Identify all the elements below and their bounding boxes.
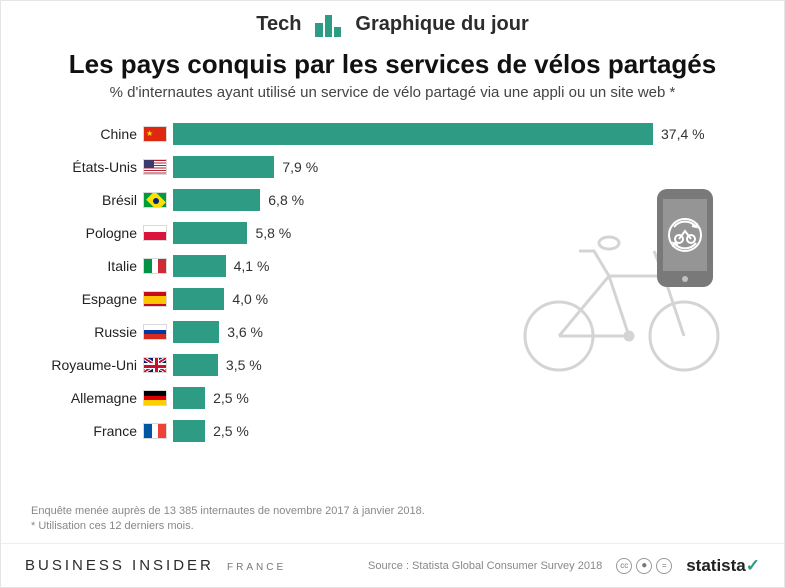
flag-icon <box>143 291 167 307</box>
bar-wrap: 6,8 % <box>173 189 754 211</box>
bar <box>173 387 205 409</box>
flag-icon <box>143 324 167 340</box>
header-bar: Tech Graphique du jour <box>1 1 784 43</box>
value-label: 7,9 % <box>282 159 318 175</box>
bar-wrap: 7,9 % <box>173 156 754 178</box>
bar <box>173 156 274 178</box>
chart-subtitle: % d'internautes ayant utilisé un service… <box>1 82 784 119</box>
flag-icon <box>143 357 167 373</box>
chart-title: Les pays conquis par les services de vél… <box>1 43 784 82</box>
bar <box>173 354 218 376</box>
flag-icon <box>143 159 167 175</box>
bar <box>173 288 224 310</box>
value-label: 3,5 % <box>226 357 262 373</box>
cc-icons: cc ● = <box>616 558 672 574</box>
country-label: Chine <box>31 126 143 142</box>
country-label: Brésil <box>31 192 143 208</box>
bar-wrap: 3,5 % <box>173 354 754 376</box>
footnote-2: * Utilisation ces 12 derniers mois. <box>31 520 194 532</box>
value-label: 2,5 % <box>213 390 249 406</box>
value-label: 3,6 % <box>227 324 263 340</box>
value-label: 37,4 % <box>661 126 705 142</box>
country-label: États-Unis <box>31 159 143 175</box>
source-label: Source : Statista Global Consumer Survey… <box>368 560 602 572</box>
cc-icon: cc <box>616 558 632 574</box>
bar <box>173 222 247 244</box>
bar-row: Brésil 6,8 % <box>31 185 754 215</box>
cc-by-icon: ● <box>636 558 652 574</box>
footer-bar: BUSINESS INSIDER FRANCE Source : Statist… <box>1 543 784 587</box>
bar-chart: Chine★ 37,4 % États-Unis 7,9 % Brésil 6,8 % Po… <box>1 119 784 446</box>
flag-icon <box>143 423 167 439</box>
bar-row: Russie 3,6 % <box>31 317 754 347</box>
value-label: 6,8 % <box>268 192 304 208</box>
bar-row: Chine★ 37,4 % <box>31 119 754 149</box>
country-label: Russie <box>31 324 143 340</box>
country-label: Pologne <box>31 225 143 241</box>
brand-label: BUSINESS INSIDER FRANCE <box>25 557 286 574</box>
country-label: Allemagne <box>31 390 143 406</box>
bar <box>173 321 219 343</box>
bar-wrap: 2,5 % <box>173 387 754 409</box>
cc-nd-icon: = <box>656 558 672 574</box>
bar <box>173 420 205 442</box>
feature-label: Graphique du jour <box>355 13 528 36</box>
bar-row: Pologne 5,8 % <box>31 218 754 248</box>
country-label: Italie <box>31 258 143 274</box>
bar-row: Allemagne 2,5 % <box>31 383 754 413</box>
brand-region: FRANCE <box>227 562 286 573</box>
section-label: Tech <box>256 13 301 36</box>
footnote-1: Enquête menée auprès de 13 385 internaut… <box>31 505 425 517</box>
bar <box>173 123 653 145</box>
bar-row: France 2,5 % <box>31 416 754 446</box>
country-label: France <box>31 423 143 439</box>
value-label: 4,0 % <box>232 291 268 307</box>
bar-row: Italie 4,1 % <box>31 251 754 281</box>
brand-text: BUSINESS INSIDER <box>25 557 214 574</box>
value-label: 4,1 % <box>234 258 270 274</box>
bar-wrap: 2,5 % <box>173 420 754 442</box>
flag-icon <box>143 258 167 274</box>
bar-wrap: 37,4 % <box>173 123 754 145</box>
bar <box>173 189 260 211</box>
bar-row: Royaume-Uni 3,5 % <box>31 350 754 380</box>
country-label: Royaume-Uni <box>31 357 143 373</box>
bar-wrap: 4,0 % <box>173 288 754 310</box>
infographic-card: Tech Graphique du jour Les pays conquis … <box>0 0 785 588</box>
flag-icon <box>143 192 167 208</box>
bar-wrap: 3,6 % <box>173 321 754 343</box>
section-logo-icon <box>315 11 341 37</box>
bar-wrap: 4,1 % <box>173 255 754 277</box>
value-label: 2,5 % <box>213 423 249 439</box>
flag-icon <box>143 390 167 406</box>
bar-wrap: 5,8 % <box>173 222 754 244</box>
value-label: 5,8 % <box>255 225 291 241</box>
country-label: Espagne <box>31 291 143 307</box>
bar-row: États-Unis 7,9 % <box>31 152 754 182</box>
flag-icon: ★ <box>143 126 167 142</box>
bar <box>173 255 226 277</box>
bar-row: Espagne 4,0 % <box>31 284 754 314</box>
attribution-label: statista✓ <box>686 556 760 576</box>
flag-icon <box>143 225 167 241</box>
